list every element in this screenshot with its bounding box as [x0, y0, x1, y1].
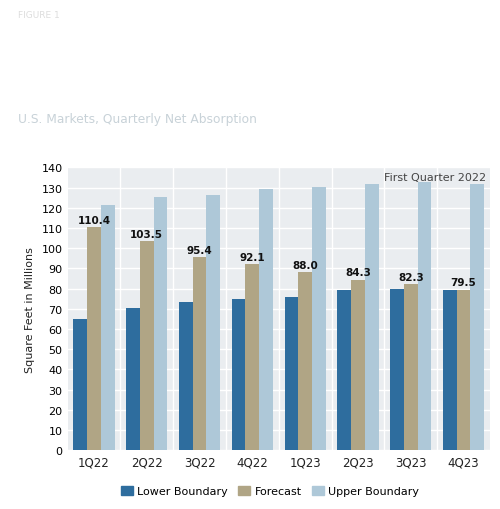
Text: 84.3: 84.3: [345, 268, 371, 278]
Legend: Lower Boundary, Forecast, Upper Boundary: Lower Boundary, Forecast, Upper Boundary: [116, 482, 424, 501]
Bar: [418, 183, 432, 450]
Y-axis label: Square Feet in Millions: Square Feet in Millions: [24, 246, 34, 372]
Bar: [259, 189, 273, 450]
Bar: [232, 299, 245, 450]
Bar: [284, 297, 298, 450]
Bar: [338, 290, 351, 450]
Text: 79.5: 79.5: [450, 277, 476, 288]
Bar: [101, 205, 114, 450]
Text: 103.5: 103.5: [130, 229, 163, 239]
Bar: [390, 289, 404, 450]
Bar: [443, 290, 456, 450]
Bar: [312, 187, 326, 450]
Text: FIGURE 1: FIGURE 1: [18, 11, 59, 20]
Text: 110.4: 110.4: [78, 215, 110, 225]
Bar: [206, 195, 220, 450]
Bar: [126, 308, 140, 450]
Text: 88.0: 88.0: [292, 261, 318, 270]
Bar: [87, 228, 101, 450]
Bar: [365, 185, 378, 450]
Bar: [154, 197, 168, 450]
Bar: [140, 242, 153, 450]
Bar: [404, 285, 417, 450]
Text: 82.3: 82.3: [398, 272, 423, 282]
Text: U.S. Markets, Quarterly Net Absorption: U.S. Markets, Quarterly Net Absorption: [18, 113, 256, 126]
Text: 92.1: 92.1: [240, 252, 265, 262]
Text: with 70% Confidence Intervals: with 70% Confidence Intervals: [18, 67, 293, 82]
Text: First Quarter 2022: First Quarter 2022: [384, 172, 486, 182]
Bar: [456, 290, 470, 450]
Bar: [351, 280, 365, 450]
Bar: [246, 265, 259, 450]
Bar: [192, 258, 206, 450]
Bar: [298, 273, 312, 450]
Bar: [74, 319, 87, 450]
Bar: [470, 185, 484, 450]
Text: 95.4: 95.4: [186, 245, 212, 256]
Bar: [179, 302, 192, 450]
Text: The NAIOP Industrial Space Demand Forecast: The NAIOP Industrial Space Demand Foreca…: [18, 31, 430, 45]
